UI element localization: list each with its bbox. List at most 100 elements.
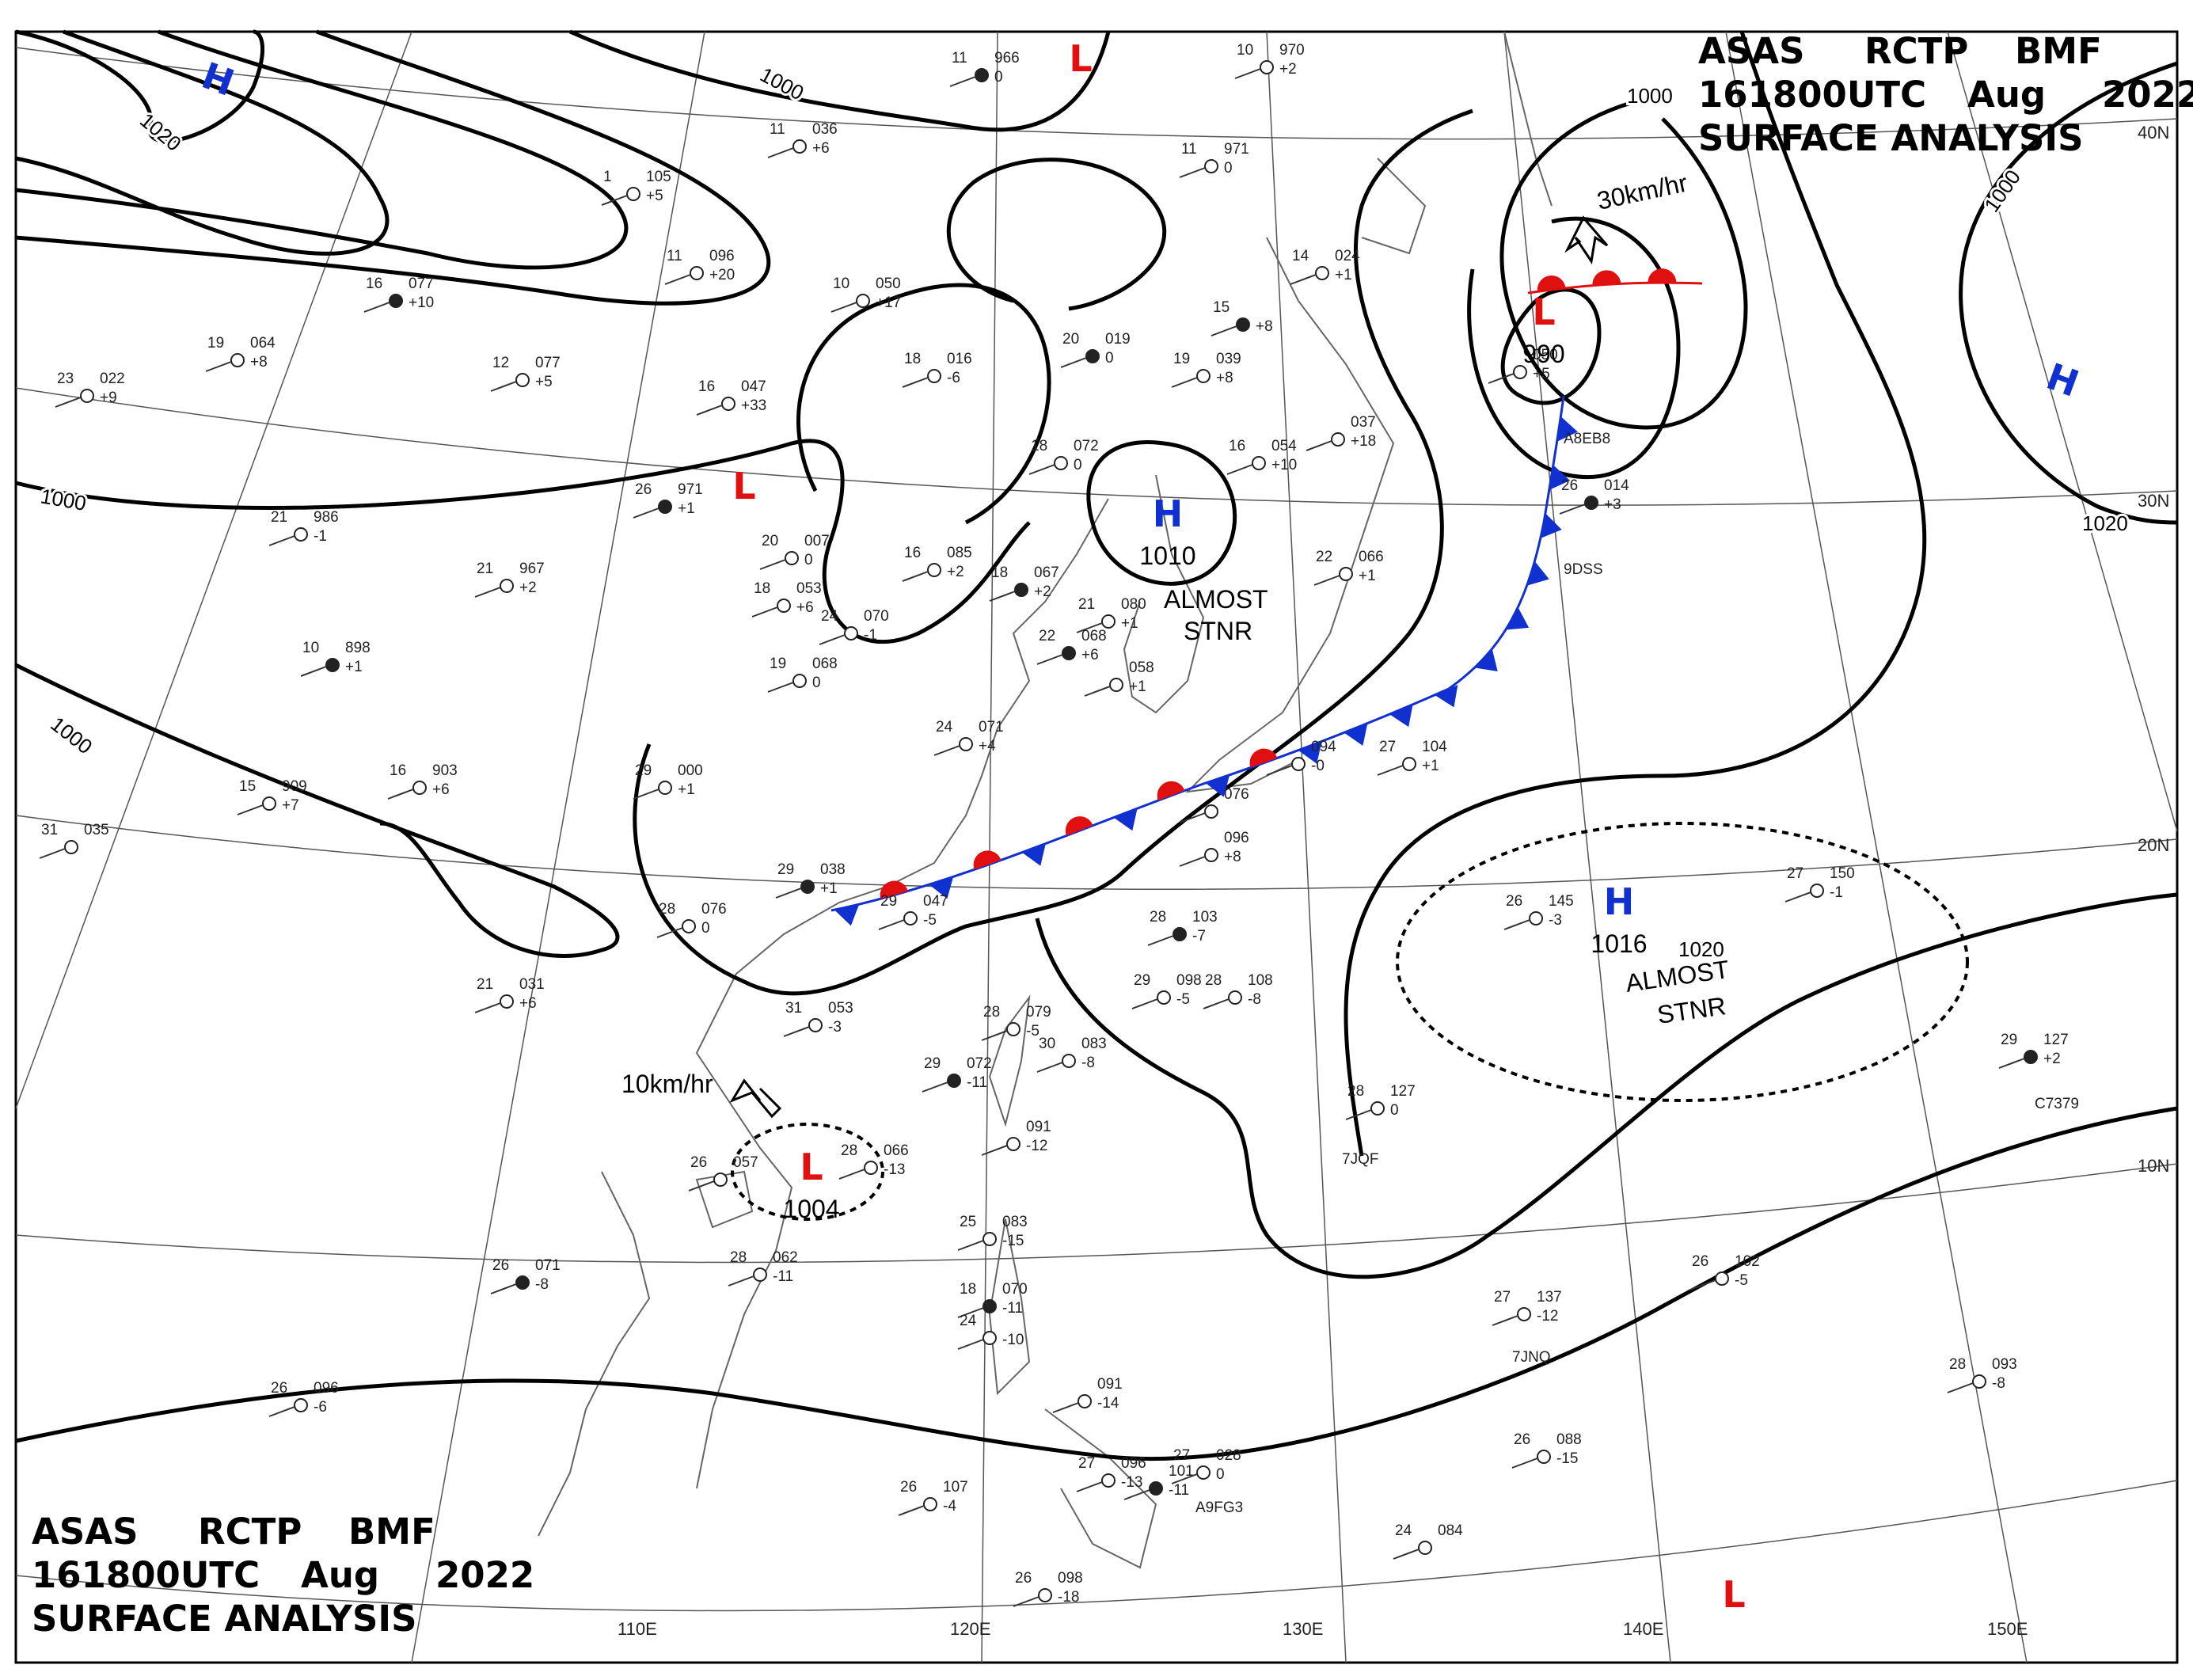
wind-barb xyxy=(922,1081,948,1093)
isobar-1020-nw xyxy=(15,29,265,143)
lat-label: 40N xyxy=(2138,123,2169,143)
station-pressure: 054 xyxy=(1271,438,1297,454)
station-pressure: 050 xyxy=(1533,347,1558,363)
wind-barb xyxy=(1226,464,1253,475)
station-tendency: +1 xyxy=(820,880,838,897)
station-plot: 29 127 +2 xyxy=(1998,1032,2069,1069)
station-temperature: 24 xyxy=(936,719,953,735)
station-tendency: -12 xyxy=(1537,1308,1558,1325)
isobar-1020-sw xyxy=(15,1106,2178,1461)
high-symbol: H xyxy=(1153,492,1184,535)
wind-barb xyxy=(1036,654,1063,665)
center-pressure-value: 1016 xyxy=(1591,929,1647,958)
header-agency-word: RCTP xyxy=(198,1511,302,1553)
station-circle xyxy=(690,266,704,280)
station-plot: 19 039 +8 xyxy=(1171,351,1241,388)
station-tendency: +1 xyxy=(1422,758,1439,774)
station-plot: 28 103 -7 xyxy=(1147,909,1218,946)
station-temperature: 29 xyxy=(1134,972,1150,989)
wind-barb xyxy=(1171,1473,1198,1484)
isobar-1020-ne xyxy=(1959,61,2178,525)
station-plot: 21 080 +1 xyxy=(1076,596,1146,633)
wind-barb xyxy=(1147,935,1174,946)
station-tendency: +6 xyxy=(796,599,814,616)
wind-barb xyxy=(1511,1458,1538,1469)
station-temperature: 22 xyxy=(1039,628,1055,644)
arrow-typhoon-motion xyxy=(1564,215,1609,264)
station-plot: 15 +8 xyxy=(1211,299,1273,336)
station-tendency: -6 xyxy=(947,370,960,386)
isobar-label: 1000 xyxy=(39,484,88,515)
station-tendency: -12 xyxy=(1026,1138,1047,1154)
isobar-pacific-inner xyxy=(1344,31,1927,1157)
station-tendency: -6 xyxy=(314,1399,327,1416)
station-circle xyxy=(1085,349,1100,363)
station-pressure: 102 xyxy=(1735,1253,1760,1270)
station-pressure: 094 xyxy=(1311,739,1336,755)
station-plot: 29 072 -11 xyxy=(922,1055,992,1093)
station-temperature: 10 xyxy=(833,276,849,292)
station-circle xyxy=(1196,1465,1211,1480)
low-symbol: L xyxy=(800,1146,823,1188)
isobar-label: 1020 xyxy=(1678,937,1724,961)
station-tendency: +10 xyxy=(409,295,434,311)
cold-front-triangle xyxy=(1527,561,1549,586)
station-circle xyxy=(389,294,403,308)
high-pressure-center: H 1010 xyxy=(1139,492,1195,570)
station-circle xyxy=(785,551,799,565)
cold-front-triangle xyxy=(1113,808,1138,831)
cold-front-triangle xyxy=(834,904,860,926)
ship-call-sign: 9DSS xyxy=(1564,561,1603,578)
station-tendency: 0 xyxy=(812,675,821,691)
low-symbol: L xyxy=(732,465,755,507)
station-circle xyxy=(262,796,276,811)
cold-front-triangle xyxy=(1205,774,1230,797)
station-plot: 29 000 +1 xyxy=(633,762,703,800)
station-temperature: 18 xyxy=(960,1281,976,1298)
station-temperature: 27 xyxy=(1494,1289,1511,1306)
wind-barb xyxy=(819,634,846,645)
wind-barb xyxy=(1052,1402,1079,1413)
isobar-1000-ne xyxy=(1499,101,1748,430)
wind-barb xyxy=(902,571,929,582)
station-circle xyxy=(1529,911,1543,926)
station-pressure: 071 xyxy=(979,719,1004,735)
low-pressure-center: L xyxy=(732,465,755,507)
wind-barb xyxy=(1084,686,1111,697)
station-temperature: 26 xyxy=(1514,1431,1530,1448)
station-tendency: +6 xyxy=(1081,647,1099,663)
low-pressure-center: L xyxy=(1722,1573,1745,1616)
station-tendency: +2 xyxy=(1034,583,1051,600)
header-datetime-word: 2022 xyxy=(435,1554,534,1596)
fronts xyxy=(830,281,1703,912)
station-pressure: 080 xyxy=(1121,596,1146,613)
station-temperature: 26 xyxy=(492,1257,509,1274)
station-temperature: 28 xyxy=(1949,1356,1966,1373)
wind-barb xyxy=(728,1275,754,1287)
station-pressure: 898 xyxy=(345,640,371,656)
station-temperature: 27 xyxy=(1787,865,1803,882)
station-circle xyxy=(1315,266,1329,280)
station-pressure: 096 xyxy=(709,248,735,264)
wind-barb xyxy=(957,1307,984,1318)
station-circle xyxy=(982,1232,997,1246)
station-tendency: +9 xyxy=(100,390,117,406)
wind-barb xyxy=(957,1240,984,1251)
meridian-130e xyxy=(1266,31,1347,1663)
isobar-1004-region xyxy=(633,108,1473,996)
station-tendency: -11 xyxy=(1002,1300,1023,1317)
station-tendency: +33 xyxy=(741,397,766,414)
station-tendency: -3 xyxy=(1549,912,1562,929)
wind-barb xyxy=(878,919,905,930)
station-plot: 16 077 +10 xyxy=(363,276,434,313)
station-tendency: -5 xyxy=(1176,991,1190,1008)
station-pressure: 909 xyxy=(282,778,307,795)
dotted-isobar-low xyxy=(731,1123,884,1221)
warm-front-semicircle xyxy=(880,880,908,899)
station-tendency: +6 xyxy=(812,140,830,157)
isobar-1000-main xyxy=(15,439,1031,644)
station-temperature: 18 xyxy=(991,564,1008,581)
wind-barb xyxy=(205,361,232,372)
station-circle xyxy=(1204,848,1218,862)
